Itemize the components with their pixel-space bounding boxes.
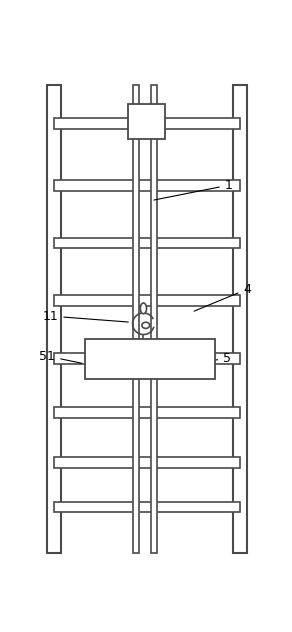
Bar (151, 85, 157, 553)
Bar (232, 85, 246, 553)
Text: 1: 1 (154, 179, 233, 200)
Bar (53, 179, 239, 191)
Text: 4: 4 (194, 283, 251, 311)
Bar (53, 118, 239, 129)
Bar (53, 407, 239, 418)
Bar (133, 85, 139, 553)
Ellipse shape (140, 303, 147, 313)
Bar (53, 295, 239, 306)
Bar (53, 457, 239, 468)
Text: 51: 51 (39, 349, 82, 363)
Bar (53, 238, 239, 248)
Bar (47, 85, 60, 553)
Ellipse shape (142, 322, 150, 329)
Bar (128, 104, 165, 139)
Text: 11: 11 (43, 310, 128, 322)
Bar (53, 502, 239, 513)
Bar (85, 339, 215, 379)
Text: 5: 5 (190, 352, 231, 365)
Bar (53, 353, 239, 364)
